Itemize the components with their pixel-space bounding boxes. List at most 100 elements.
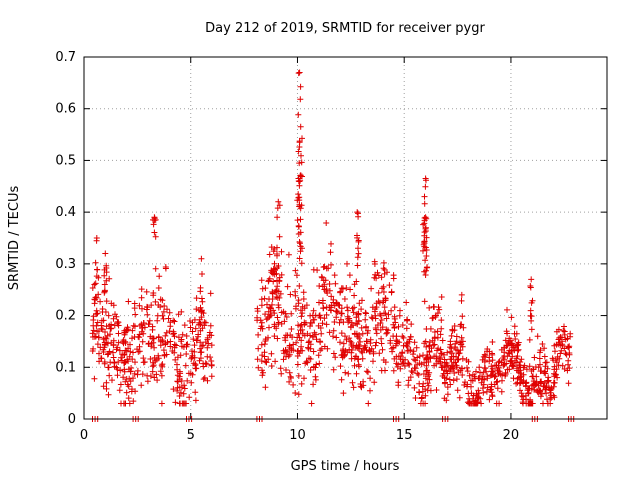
data-point: [200, 376, 207, 383]
data-point: [319, 297, 326, 304]
data-point: [399, 350, 406, 357]
data-point: [123, 347, 130, 354]
data-point: [420, 221, 427, 228]
data-point: [323, 311, 330, 318]
data-point: [154, 377, 161, 384]
data-point: [371, 379, 378, 386]
data-point: [448, 353, 455, 360]
data-point: [351, 292, 358, 299]
data-point: [274, 214, 281, 221]
data-point: [297, 83, 304, 90]
data-point: [499, 377, 505, 384]
data-point: [363, 310, 369, 317]
data-point: [386, 282, 393, 289]
data-point: [363, 338, 370, 345]
chart-title: Day 212 of 2019, SRMTID for receiver pyg…: [205, 21, 485, 36]
data-point: [271, 246, 278, 252]
data-point: [337, 363, 344, 370]
data-point: [437, 331, 444, 338]
data-point: [422, 244, 429, 251]
data-point: [129, 327, 136, 334]
data-point: [407, 333, 414, 340]
y-tick-label: 0.5: [55, 153, 76, 168]
data-point: [554, 374, 561, 381]
data-point: [422, 183, 429, 190]
data-point: [206, 329, 213, 336]
data-point: [307, 312, 314, 319]
data-point: [152, 298, 159, 305]
data-point: [184, 341, 191, 348]
data-point: [283, 314, 290, 320]
data-point: [421, 340, 428, 347]
data-point: [424, 380, 431, 387]
data-point: [295, 322, 302, 329]
y-tick-label: 0.3: [55, 257, 76, 272]
data-point: [266, 324, 272, 331]
data-point: [112, 311, 118, 318]
data-point: [444, 391, 451, 398]
data-point: [340, 390, 347, 397]
data-point: [354, 254, 361, 261]
data-point: [327, 249, 334, 256]
data-point: [411, 339, 418, 346]
data-point: [283, 353, 289, 360]
data-point: [551, 342, 558, 349]
data-point: [422, 257, 429, 264]
data-point: [129, 386, 135, 393]
data-point: [195, 331, 202, 338]
x-tick-label: 0: [80, 428, 88, 443]
data-point: [553, 359, 560, 366]
data-point: [299, 135, 305, 142]
data-point: [131, 305, 138, 312]
data-point: [516, 380, 523, 387]
data-point: [106, 372, 113, 379]
data-point: [459, 372, 466, 378]
data-point: [531, 386, 538, 393]
data-point: [421, 240, 428, 247]
data-point: [95, 291, 102, 298]
data-point: [274, 335, 281, 342]
data-point: [186, 394, 193, 401]
data-point: [403, 325, 410, 332]
data-point: [167, 343, 174, 350]
data-point: [352, 353, 359, 360]
data-point: [380, 289, 387, 295]
data-point: [414, 370, 421, 377]
data-point: [476, 390, 482, 397]
data-point: [262, 338, 269, 344]
data-point: [316, 312, 323, 319]
data-point: [421, 229, 428, 236]
data-point: [333, 308, 340, 314]
data-point: [290, 381, 297, 388]
grid-lines: [84, 57, 607, 419]
data-point: [388, 345, 395, 352]
data-point: [434, 328, 441, 335]
data-point: [499, 372, 505, 379]
data-point: [152, 265, 159, 272]
data-point: [521, 362, 528, 369]
data-point: [268, 363, 275, 369]
data-point: [330, 366, 337, 373]
data-point: [458, 297, 465, 304]
data-point: [431, 362, 438, 369]
data-point: [179, 331, 186, 338]
data-point: [181, 385, 188, 392]
data-point: [276, 202, 283, 209]
data-point: [150, 292, 157, 299]
data-point: [375, 272, 382, 279]
data-point: [180, 344, 187, 350]
data-point: [376, 350, 383, 357]
data-point: [274, 244, 280, 251]
data-point: [337, 289, 344, 296]
data-point: [364, 330, 371, 337]
data-point: [265, 277, 272, 284]
data-point: [408, 368, 415, 374]
data-point: [344, 313, 351, 320]
data-point: [489, 357, 496, 364]
data-point: [171, 318, 178, 325]
data-point: [208, 373, 215, 380]
data-point: [351, 362, 358, 369]
data-point: [101, 272, 108, 279]
data-point: [565, 343, 571, 350]
data-point: [440, 370, 447, 377]
